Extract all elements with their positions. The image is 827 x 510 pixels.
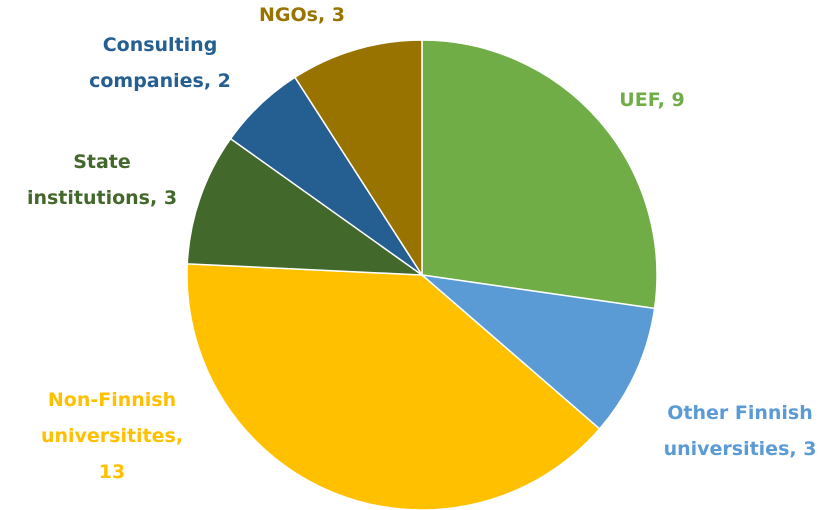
data-label-line: universities, 3 (664, 438, 817, 460)
data-label-line: UEF, 9 (619, 89, 684, 111)
pie-slice (293, 39, 423, 278)
data-label: Consulting companies, 2 (89, 34, 231, 92)
data-label-line: universitites, (41, 425, 183, 447)
data-label: Non-Finnish universitites, 13 (41, 389, 183, 483)
data-label-line: 13 (99, 461, 125, 483)
data-label-line: Consulting (103, 34, 218, 56)
data-label-line: NGOs, 3 (259, 4, 345, 26)
data-label-line: Non-Finnish (48, 389, 176, 411)
data-label: Other Finnish universities, 3 (664, 402, 817, 460)
data-label: State institutions, 3 (27, 151, 177, 209)
pie-slice (421, 39, 658, 310)
data-label: NGOs, 3 (259, 4, 345, 26)
data-label-line: institutions, 3 (27, 187, 177, 209)
data-label-line: companies, 2 (89, 70, 231, 92)
pie-slice (186, 263, 601, 510)
data-label-line: State (73, 151, 131, 173)
pie-slice (186, 137, 425, 276)
data-label: UEF, 9 (619, 89, 684, 111)
data-label-line: Other Finnish (667, 402, 813, 424)
pie-slice (419, 273, 656, 430)
